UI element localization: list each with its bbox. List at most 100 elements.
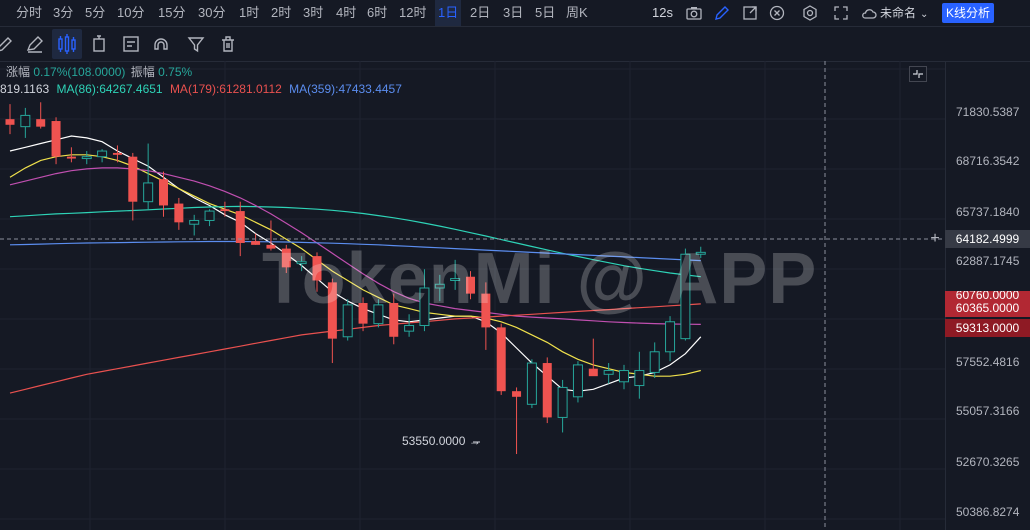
candle-body bbox=[81, 156, 92, 160]
candle-body bbox=[296, 261, 307, 265]
candle-body bbox=[634, 370, 645, 387]
timeframe-3[interactable]: 10分 bbox=[117, 5, 145, 20]
timeframe-13[interactable]: 2日 bbox=[470, 5, 491, 20]
candle-34 bbox=[526, 359, 537, 409]
timeframe-10[interactable]: 6时 bbox=[367, 5, 388, 20]
candle-8 bbox=[128, 152, 138, 221]
candle-0 bbox=[5, 104, 15, 135]
layout-name[interactable]: 未命名 ⌄ bbox=[880, 0, 928, 26]
candle-13 bbox=[204, 209, 215, 227]
timeframe-11[interactable]: 12时 bbox=[399, 5, 427, 20]
candle-body bbox=[5, 119, 15, 125]
timeframe-2[interactable]: 5分 bbox=[85, 5, 106, 20]
brush-icon[interactable] bbox=[24, 33, 46, 55]
candle-6 bbox=[97, 149, 108, 163]
timeframe-5[interactable]: 30分 bbox=[198, 5, 226, 20]
candle-10 bbox=[159, 171, 168, 217]
candle-body bbox=[159, 179, 168, 206]
candle-7 bbox=[112, 145, 122, 163]
timeframe-7[interactable]: 2时 bbox=[271, 5, 292, 20]
settings-icon[interactable] bbox=[801, 4, 819, 22]
price-chart[interactable] bbox=[0, 61, 945, 530]
candle-18 bbox=[281, 244, 291, 273]
candle-body bbox=[266, 244, 276, 249]
candle-35 bbox=[542, 357, 552, 424]
timeframe-16[interactable]: 周K bbox=[566, 5, 588, 20]
ma-partial-value: 819.1163 bbox=[0, 82, 50, 96]
last-price-tag: 60365.0000 bbox=[945, 299, 1030, 317]
change-value: 0.17%(108.0000) bbox=[33, 65, 126, 79]
timeframe-9[interactable]: 4时 bbox=[336, 5, 357, 20]
candle-body bbox=[404, 325, 415, 332]
candle-body bbox=[20, 114, 31, 128]
chevron-down-icon: ⌄ bbox=[920, 9, 929, 20]
ma-line-4 bbox=[9, 303, 701, 394]
ma-legend: 819.1163 MA(86):64267.4651 MA(179):61281… bbox=[0, 82, 402, 96]
candle-body bbox=[649, 351, 660, 373]
ma-price-tag: 59313.0000 bbox=[945, 319, 1030, 337]
expand-icon[interactable] bbox=[741, 4, 759, 22]
candle-body bbox=[220, 209, 230, 212]
candle-body bbox=[342, 304, 353, 338]
price-axis[interactable]: 71830.5387 68716.3542 65737.1840 62887.1… bbox=[945, 61, 1030, 530]
timeframe-0[interactable]: 分时 bbox=[16, 5, 43, 20]
candle-body bbox=[281, 248, 291, 268]
close-icon[interactable] bbox=[768, 4, 786, 22]
magnet-icon[interactable] bbox=[150, 33, 172, 55]
candle-4 bbox=[66, 147, 76, 163]
candle-36 bbox=[557, 379, 568, 433]
ma-line-3 bbox=[9, 167, 701, 325]
box-icon[interactable] bbox=[88, 33, 110, 55]
candle-29 bbox=[450, 259, 461, 290]
timeframe-8[interactable]: 3时 bbox=[303, 5, 324, 20]
timeframe-1[interactable]: 3分 bbox=[53, 5, 74, 20]
pen-icon[interactable] bbox=[713, 4, 731, 22]
candlesticks bbox=[5, 102, 706, 455]
candle-42 bbox=[649, 342, 660, 379]
price-tick: 65737.1840 bbox=[956, 205, 1020, 219]
kline-analysis-button[interactable]: K线分析 bbox=[942, 3, 995, 23]
note-icon[interactable] bbox=[120, 33, 142, 55]
candles-icon[interactable] bbox=[52, 29, 82, 59]
collapse-icon[interactable] bbox=[909, 66, 927, 82]
pencil-icon[interactable] bbox=[0, 33, 16, 55]
trash-icon[interactable] bbox=[217, 33, 239, 55]
price-tick: 52670.3265 bbox=[956, 455, 1020, 469]
cloud-icon[interactable] bbox=[860, 5, 878, 23]
candle-19 bbox=[296, 256, 307, 272]
candle-21 bbox=[327, 278, 337, 364]
low-price-annotation: 53550.0000 → bbox=[402, 434, 481, 448]
candle-body bbox=[603, 370, 614, 375]
timeframe-4[interactable]: 15分 bbox=[158, 5, 186, 20]
fullscreen-icon[interactable] bbox=[832, 4, 850, 22]
crosshair-price-tag: 64182.4999 bbox=[945, 230, 1030, 248]
candle-1 bbox=[20, 107, 31, 138]
candle-40 bbox=[619, 364, 629, 390]
candle-body bbox=[572, 364, 583, 398]
ma86-value: MA(86):64267.4651 bbox=[56, 82, 163, 96]
timeframe-15[interactable]: 5日 bbox=[535, 5, 556, 20]
candle-body bbox=[434, 283, 445, 289]
timeframe-14[interactable]: 3日 bbox=[503, 5, 524, 20]
add-alert-plus-icon[interactable]: + bbox=[930, 230, 940, 247]
price-tick: 50386.8274 bbox=[956, 505, 1020, 519]
timeframe-6[interactable]: 1时 bbox=[239, 5, 260, 20]
refresh-interval[interactable]: 12s bbox=[652, 5, 673, 20]
camera-icon[interactable] bbox=[685, 4, 703, 22]
ma-line-2 bbox=[9, 205, 701, 278]
watermark: TokenMi @ APP bbox=[262, 239, 818, 319]
filter-icon[interactable] bbox=[185, 33, 207, 55]
candle-body bbox=[466, 276, 475, 294]
candle-body bbox=[557, 386, 568, 418]
candle-body bbox=[97, 150, 108, 158]
candle-9 bbox=[143, 143, 154, 210]
candle-30 bbox=[466, 271, 475, 300]
candle-32 bbox=[496, 323, 506, 395]
candle-17 bbox=[266, 220, 276, 251]
candle-body bbox=[680, 253, 691, 340]
candle-20 bbox=[312, 252, 322, 292]
candle-body bbox=[526, 362, 537, 405]
candle-body bbox=[358, 303, 368, 324]
candle-body bbox=[204, 210, 215, 221]
timeframe-12[interactable]: 1日 bbox=[435, 0, 462, 26]
